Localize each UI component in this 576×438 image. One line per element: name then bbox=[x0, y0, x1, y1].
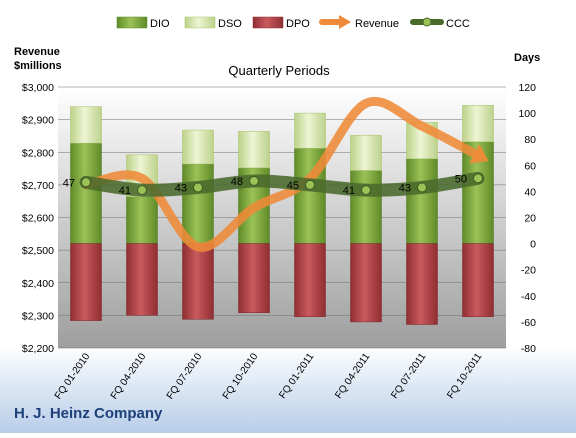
bar-dso bbox=[70, 106, 102, 144]
bar-dpo bbox=[294, 243, 326, 317]
ccc-marker bbox=[305, 179, 315, 190]
right-tick-label: 120 bbox=[518, 82, 536, 94]
ccc-marker bbox=[137, 185, 147, 196]
ccc-data-label: 43 bbox=[399, 182, 411, 194]
legend-arrow-revenue bbox=[339, 15, 351, 29]
right-tick-label: 60 bbox=[524, 160, 536, 172]
right-tick-label: 0 bbox=[530, 239, 536, 251]
ccc-marker bbox=[361, 185, 371, 196]
revenue-arrowhead bbox=[469, 143, 489, 164]
bar-dpo bbox=[462, 243, 494, 317]
company-name: H. J. Heinz Company bbox=[14, 405, 163, 422]
legend-swatch-dso bbox=[184, 16, 216, 29]
legend-item-ccc: CCC bbox=[410, 17, 470, 30]
ccc-line: 47 41 43 48 45 41 43 50 bbox=[63, 171, 485, 197]
legend: DIO DSO DPO Revenue CCC bbox=[116, 15, 470, 30]
bar-dpo bbox=[126, 243, 158, 316]
left-axis-ticks: $2,200 $2,300 $2,400 $2,500 $2,600 $2,700 $2,8… bbox=[22, 82, 54, 355]
ccc-marker bbox=[193, 182, 203, 193]
left-tick-label: $2,200 bbox=[22, 343, 54, 355]
left-tick-label: $2,700 bbox=[22, 180, 54, 192]
bar-dpo bbox=[238, 243, 270, 314]
legend-item-dio: DIO bbox=[116, 16, 170, 30]
right-tick-label: 40 bbox=[524, 186, 536, 198]
bar-dio bbox=[182, 163, 214, 244]
right-tick-label: -40 bbox=[521, 291, 536, 303]
bar-dio bbox=[70, 142, 102, 244]
legend-item-revenue: Revenue bbox=[319, 15, 399, 30]
ccc-data-label: 47 bbox=[63, 177, 75, 189]
ccc-data-label: 43 bbox=[175, 182, 187, 194]
left-axis-title: Revenue $millions bbox=[14, 46, 62, 72]
legend-marker-ccc bbox=[422, 17, 432, 27]
legend-swatch-dpo bbox=[252, 16, 284, 29]
left-tick-label: $2,800 bbox=[22, 147, 54, 159]
bar-dpo bbox=[350, 243, 382, 323]
bar-dpo bbox=[406, 243, 438, 325]
ccc-data-label: 48 bbox=[231, 176, 243, 188]
bar-dio bbox=[350, 170, 382, 244]
bar-dso bbox=[238, 131, 270, 169]
bars bbox=[70, 105, 494, 325]
bar-dso bbox=[462, 105, 494, 143]
left-axis-title-line: Revenue bbox=[14, 46, 60, 58]
right-tick-label: -20 bbox=[521, 265, 536, 277]
left-tick-label: $2,900 bbox=[22, 115, 54, 127]
legend-label-dpo: DPO bbox=[286, 18, 310, 30]
left-tick-label: $3,000 bbox=[22, 82, 54, 94]
ccc-data-label: 45 bbox=[287, 180, 299, 192]
ccc-data-label: 41 bbox=[343, 185, 355, 197]
footer-band bbox=[0, 345, 576, 433]
right-tick-label: -80 bbox=[521, 343, 536, 355]
ccc-marker bbox=[81, 177, 91, 188]
ccc-marker bbox=[417, 182, 427, 193]
right-tick-label: 80 bbox=[524, 134, 536, 146]
chart-subtitle: Quarterly Periods bbox=[228, 63, 330, 78]
right-tick-label: 20 bbox=[524, 213, 536, 225]
left-tick-label: $2,500 bbox=[22, 245, 54, 257]
ccc-data-label: 41 bbox=[119, 185, 131, 197]
left-tick-label: $2,300 bbox=[22, 310, 54, 322]
legend-label-dio: DIO bbox=[150, 18, 170, 30]
right-tick-label: -60 bbox=[521, 317, 536, 329]
left-tick-label: $2,400 bbox=[22, 278, 54, 290]
bar-dso bbox=[182, 129, 214, 165]
legend-label-dso: DSO bbox=[218, 18, 242, 30]
right-tick-label: 100 bbox=[518, 108, 536, 120]
bar-dpo bbox=[182, 243, 214, 320]
bar-dso bbox=[350, 135, 382, 171]
left-axis-title-line: $millions bbox=[14, 60, 62, 72]
legend-swatch-dio bbox=[116, 16, 148, 29]
ccc-marker bbox=[473, 173, 483, 184]
bar-dio bbox=[126, 196, 158, 244]
right-axis-title: Days bbox=[514, 52, 540, 64]
legend-item-dso: DSO bbox=[184, 16, 242, 30]
legend-item-dpo: DPO bbox=[252, 16, 310, 30]
bar-dso bbox=[294, 112, 326, 149]
bar-dio bbox=[406, 158, 438, 244]
ccc-data-label: 50 bbox=[455, 173, 467, 185]
ccc-marker bbox=[249, 175, 259, 186]
right-axis-ticks: -80 -60 -40 -20 0 20 40 60 80 100 120 bbox=[518, 82, 536, 355]
bar-dpo bbox=[70, 243, 102, 321]
left-tick-label: $2,600 bbox=[22, 213, 54, 225]
legend-label-ccc: CCC bbox=[446, 18, 470, 30]
legend-label-revenue: Revenue bbox=[355, 18, 399, 30]
